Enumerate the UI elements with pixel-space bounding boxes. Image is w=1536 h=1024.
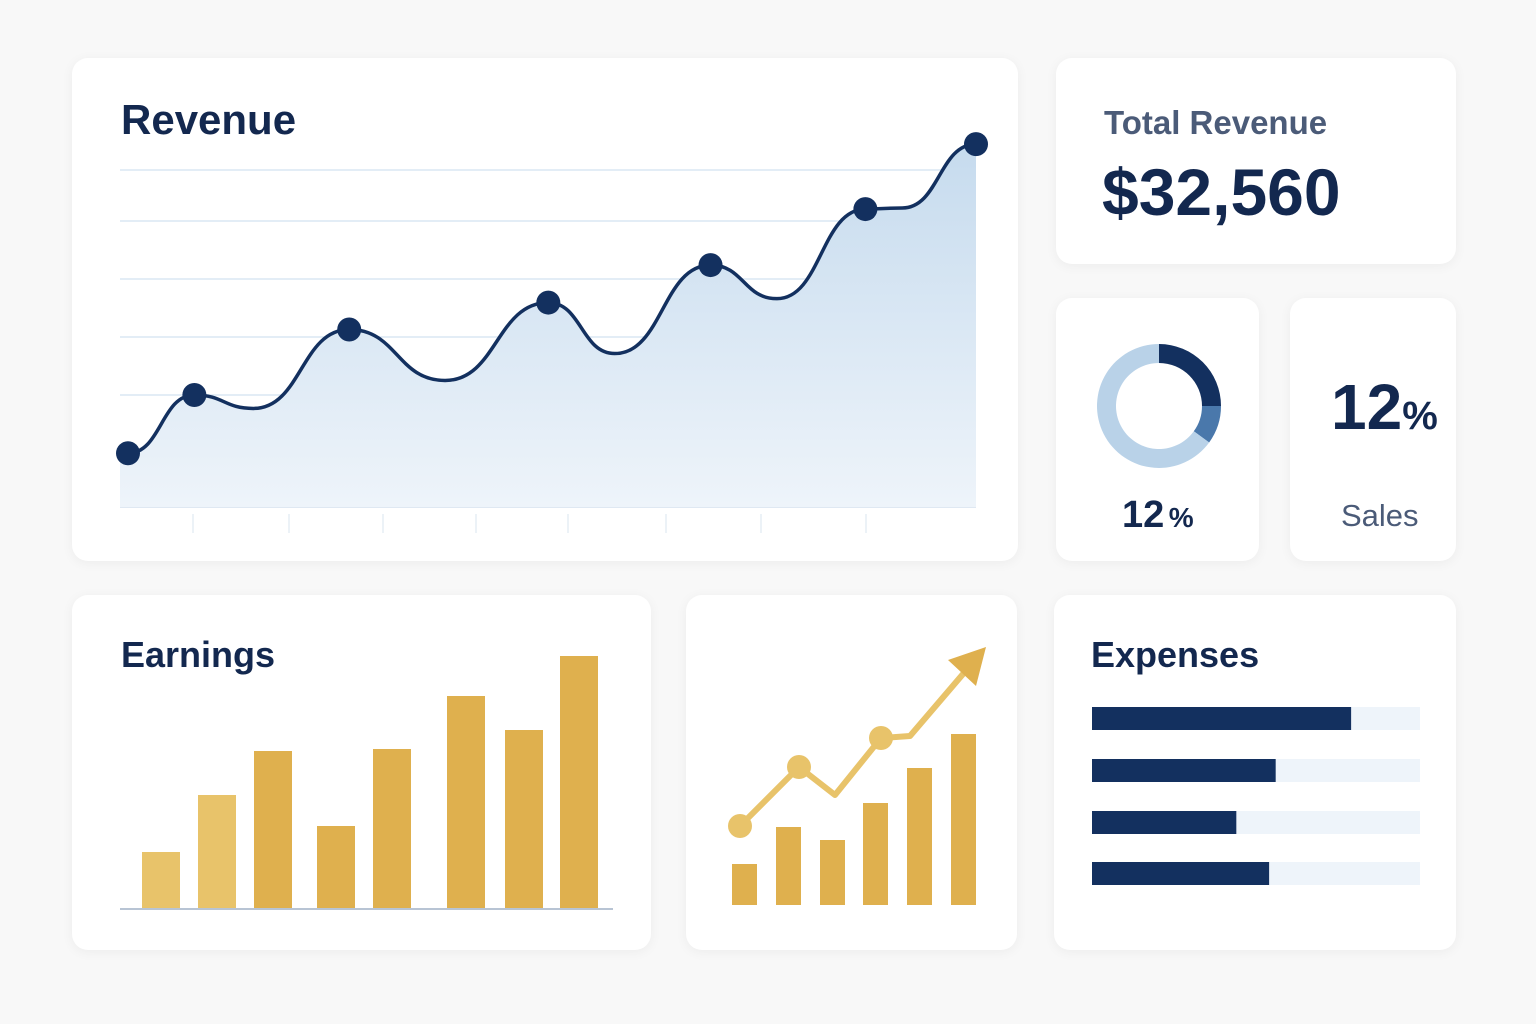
growth-bar: [776, 827, 801, 905]
growth-bar: [907, 768, 932, 905]
donut-slice: [1193, 406, 1221, 443]
revenue-point: [337, 317, 362, 342]
earnings-bar: [317, 826, 355, 909]
growth-bar: [951, 734, 976, 905]
sales-percent-value: 12: [1331, 371, 1403, 443]
revenue-area: [120, 144, 976, 507]
expense-bar: [1092, 759, 1276, 782]
revenue-point: [698, 253, 723, 278]
earnings-bar: [254, 751, 292, 909]
total-revenue-card: [1056, 58, 1456, 264]
revenue-point: [964, 132, 988, 157]
expense-bar: [1092, 707, 1352, 730]
revenue-title: Revenue: [121, 96, 297, 143]
expense-bar: [1092, 811, 1237, 834]
revenue-point: [536, 290, 561, 315]
growth-bar: [863, 803, 888, 905]
growth-bar: [732, 864, 757, 905]
sales-card: [1290, 298, 1456, 561]
total-revenue-label: Total Revenue: [1104, 104, 1328, 141]
arrow-head-icon: [948, 647, 986, 686]
growth-point: [787, 755, 811, 779]
earnings-bar: [447, 696, 485, 909]
sales-percent-unit: %: [1402, 394, 1438, 438]
earnings-title: Earnings: [121, 634, 276, 675]
growth-line: [737, 658, 978, 829]
earnings-bar: [142, 852, 180, 909]
sales-label: Sales: [1341, 498, 1419, 533]
growth-point: [728, 814, 752, 838]
donut-percent-value: 12: [1122, 494, 1165, 536]
donut-percent-unit: %: [1168, 502, 1194, 533]
earnings-bar: [198, 795, 236, 909]
donut-card: [1056, 298, 1259, 561]
expense-bar: [1092, 862, 1270, 885]
sales-percent: 12%: [1331, 370, 1438, 444]
revenue-point: [853, 197, 878, 222]
growth-bar: [820, 840, 845, 905]
earnings-bar: [560, 656, 598, 909]
revenue-point: [116, 441, 140, 466]
earnings-bar: [505, 730, 543, 909]
expenses-title: Expenses: [1091, 634, 1260, 675]
donut-slice: [1159, 344, 1221, 406]
earnings-bar: [373, 749, 411, 909]
total-revenue-value: $32,560: [1102, 155, 1341, 229]
revenue-point: [182, 383, 207, 407]
growth-point: [869, 726, 893, 750]
donut-percent: 12 %: [1122, 494, 1194, 537]
donut-slice: [1097, 344, 1210, 469]
